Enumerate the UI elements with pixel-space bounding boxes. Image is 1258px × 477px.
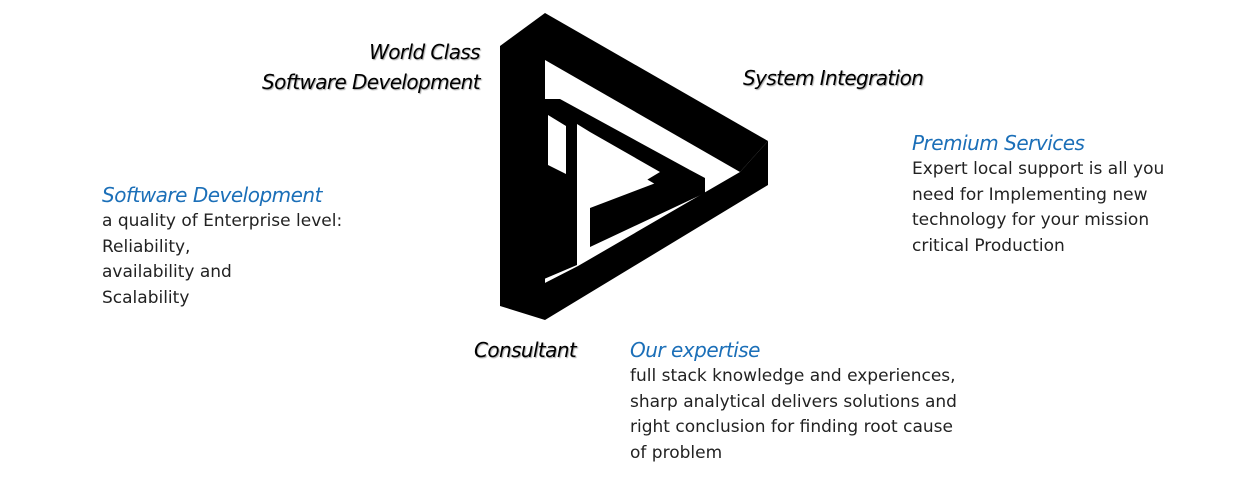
premium-services-title: Premium Services: [912, 131, 1085, 155]
software-development-block: Software Development a quality of Enterp…: [102, 181, 342, 311]
logo-top-bar: [545, 13, 768, 172]
logo-gap-2: [590, 132, 660, 181]
corner-label-software-development: Software Development: [262, 70, 481, 94]
corner-label-world-class: World Class: [369, 40, 480, 64]
logo-inner-right: [590, 170, 705, 247]
premium-services-line: critical Production: [912, 235, 1065, 256]
our-expertise-line: of problem: [630, 442, 723, 463]
premium-services-block: Premium Services Expert local support is…: [912, 129, 1164, 259]
software-development-line: availability and: [102, 262, 232, 282]
logo-left-bar: [500, 13, 545, 306]
premium-services-line: need for Implementing new: [912, 184, 1148, 205]
software-development-title: Software Development: [102, 183, 322, 207]
logo-gap-1: [577, 124, 590, 256]
corner-label-consultant: Consultant: [474, 338, 577, 362]
our-expertise-block: Our expertise full stack knowledge and e…: [630, 336, 957, 466]
logo-inner-wedge: [548, 115, 566, 174]
software-development-line: a quality of Enterprise level:: [102, 211, 343, 231]
premium-services-line: technology for your mission: [912, 210, 1150, 230]
logo-right-bar: [500, 141, 768, 320]
logo-inner-bar: [537, 99, 577, 282]
software-development-line: Scalability: [102, 287, 190, 308]
our-expertise-line: sharp analytical delivers solutions and: [630, 391, 957, 412]
software-development-line: Reliability,: [102, 236, 191, 257]
logo-inner-diagonal: [537, 99, 690, 187]
corner-label-system-integration: System Integration: [743, 66, 924, 90]
premium-services-line: Expert local support is all you: [912, 159, 1165, 179]
our-expertise-title: Our expertise: [630, 338, 760, 362]
our-expertise-line: full stack knowledge and experiences,: [630, 366, 956, 386]
our-expertise-line: right conclusion for finding root cause: [630, 417, 953, 437]
